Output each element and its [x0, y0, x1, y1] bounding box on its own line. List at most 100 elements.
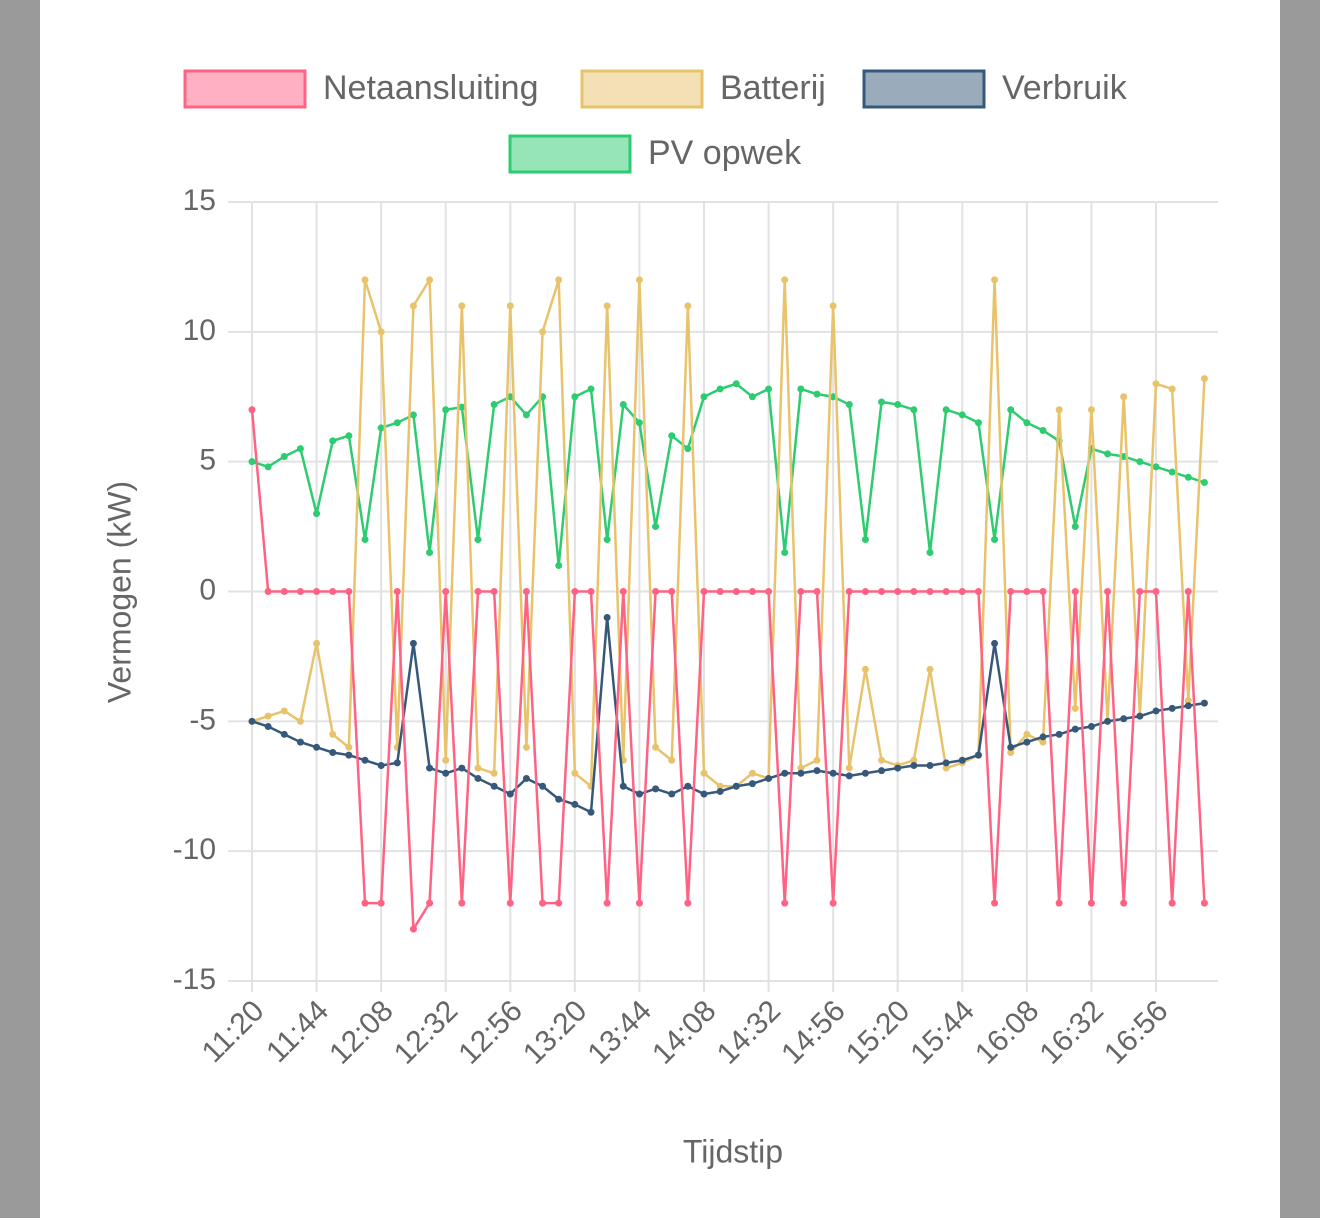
data-point	[974, 751, 982, 759]
data-point	[264, 588, 272, 595]
data-point	[861, 588, 869, 595]
data-point	[458, 302, 466, 310]
data-point	[313, 743, 321, 751]
x-tick-label: 13:20	[517, 994, 593, 1070]
data-point	[1136, 712, 1144, 720]
data-point	[1136, 588, 1144, 595]
data-point	[1120, 393, 1128, 401]
data-point	[732, 380, 740, 388]
data-point	[474, 774, 482, 782]
data-point	[652, 785, 660, 793]
data-point	[1184, 702, 1192, 710]
data-point	[1152, 380, 1160, 388]
x-tick-label: 13:44	[582, 994, 658, 1070]
legend-swatch	[862, 69, 986, 109]
data-point	[409, 925, 417, 933]
data-point	[942, 764, 950, 772]
data-point	[716, 588, 724, 595]
data-point	[506, 302, 514, 310]
data-point	[700, 790, 708, 798]
data-point	[506, 790, 514, 798]
x-tick-label: 15:20	[840, 994, 916, 1070]
data-point	[571, 393, 579, 401]
data-point	[539, 328, 547, 336]
data-point	[313, 510, 321, 518]
x-tick-label: 16:32	[1034, 994, 1110, 1070]
data-point	[603, 899, 611, 907]
data-point	[1007, 748, 1015, 756]
data-point	[748, 780, 756, 788]
data-point	[345, 751, 353, 759]
y-tick-label: -10	[173, 833, 216, 866]
data-point	[765, 774, 773, 782]
data-point	[991, 899, 999, 907]
data-point	[1071, 725, 1079, 733]
data-point	[522, 774, 530, 782]
data-point	[668, 756, 676, 764]
data-point	[765, 588, 773, 595]
x-tick-label: 11:20	[196, 994, 271, 1069]
data-point	[329, 748, 337, 756]
data-point	[619, 588, 627, 595]
data-point	[732, 588, 740, 595]
data-point	[313, 639, 321, 647]
data-point	[991, 639, 999, 647]
data-point	[329, 588, 337, 595]
data-point	[635, 899, 643, 907]
data-point	[781, 549, 789, 557]
x-tick-label: 15:44	[904, 994, 980, 1070]
data-point	[1007, 588, 1015, 595]
data-point	[442, 588, 450, 595]
data-point	[910, 761, 918, 769]
data-point	[926, 761, 934, 769]
data-point	[1104, 717, 1112, 725]
data-point	[974, 588, 982, 595]
data-point	[1104, 588, 1112, 595]
data-point	[878, 398, 886, 406]
data-point	[1184, 473, 1192, 481]
data-point	[732, 782, 740, 790]
data-point	[668, 790, 676, 798]
data-point	[845, 588, 853, 595]
y-axis-title: Vermogen (kW)	[101, 481, 137, 703]
data-point	[409, 302, 417, 310]
data-point	[700, 769, 708, 777]
data-point	[635, 790, 643, 798]
data-point	[426, 276, 434, 284]
data-point	[1200, 699, 1208, 707]
data-point	[1023, 730, 1031, 738]
data-point	[296, 445, 304, 453]
x-tick-label: 12:08	[323, 994, 399, 1070]
data-point	[1200, 899, 1208, 907]
data-point	[829, 302, 837, 310]
data-point	[1039, 738, 1047, 746]
data-point	[781, 899, 789, 907]
legend-swatch	[183, 69, 307, 109]
data-point	[894, 588, 902, 595]
data-point	[958, 411, 966, 419]
data-point	[878, 756, 886, 764]
data-point	[1007, 743, 1015, 751]
data-point	[1168, 468, 1176, 476]
data-point	[296, 717, 304, 725]
data-point	[910, 588, 918, 595]
legend-label: PV opwek	[648, 134, 802, 172]
data-point	[458, 764, 466, 772]
data-point	[393, 419, 401, 427]
data-point	[861, 769, 869, 777]
data-point	[1152, 588, 1160, 595]
legend-label: Batterij	[720, 69, 826, 107]
data-point	[1023, 419, 1031, 427]
data-point	[1071, 704, 1079, 712]
data-point	[797, 764, 805, 772]
y-tick-label: -5	[189, 703, 216, 736]
data-point	[829, 769, 837, 777]
data-point	[748, 769, 756, 777]
data-point	[458, 403, 466, 411]
data-point	[1200, 375, 1208, 383]
data-point	[748, 393, 756, 401]
data-point	[926, 665, 934, 673]
y-tick-label: -15	[173, 963, 216, 996]
data-point	[1152, 707, 1160, 715]
